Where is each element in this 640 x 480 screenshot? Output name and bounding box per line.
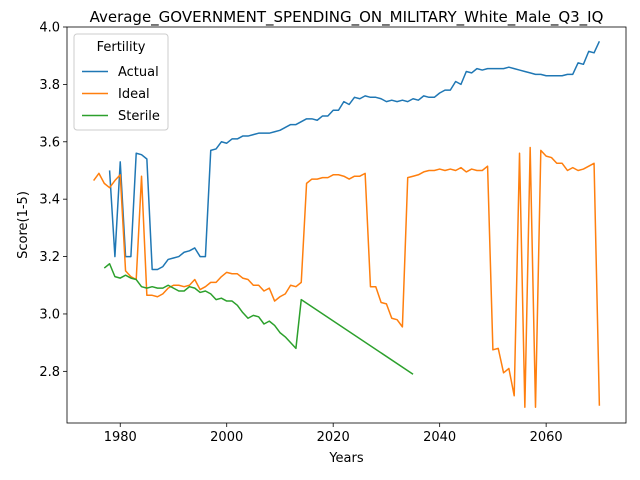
legend-label-sterile: Sterile — [118, 109, 160, 124]
series-line-actual — [108, 41, 601, 271]
legend-title: Fertility — [97, 40, 146, 55]
legend-label-actual: Actual — [118, 65, 159, 80]
x-tick-label: 2060 — [530, 430, 563, 445]
axes: 1980 2000 2020 2040 2060 2.8 3.0 3.2 3.4 3.6 3.8 4.… — [39, 21, 627, 445]
y-tick-label: 3.4 — [39, 193, 60, 208]
x-tick-label: 1980 — [104, 430, 137, 445]
y-tick-label: 3.0 — [39, 307, 60, 322]
x-tick-label: 2040 — [423, 430, 456, 445]
y-tick-label: 3.6 — [39, 135, 60, 150]
legend: Fertility Actual Ideal Sterile — [73, 33, 169, 131]
series-line-ideal — [93, 146, 601, 408]
legend-box — [73, 33, 169, 131]
series-line-sterile — [103, 262, 414, 375]
chart-title: Average_GOVERNMENT_SPENDING_ON_MILITARY_… — [90, 8, 604, 27]
y-tick-label: 2.8 — [39, 365, 60, 380]
x-axis-label: Years — [328, 451, 364, 466]
x-tick-label: 2020 — [317, 430, 350, 445]
y-tick-label: 3.2 — [39, 250, 60, 265]
y-axis-label: Score(1-5) — [16, 191, 31, 259]
axes-frame — [66, 26, 627, 424]
plot-area — [93, 41, 601, 408]
legend-label-ideal: Ideal — [118, 87, 150, 102]
y-tick-label: 4.0 — [39, 21, 60, 36]
x-tick-label: 2000 — [210, 430, 243, 445]
y-tick-label: 3.8 — [39, 78, 60, 93]
